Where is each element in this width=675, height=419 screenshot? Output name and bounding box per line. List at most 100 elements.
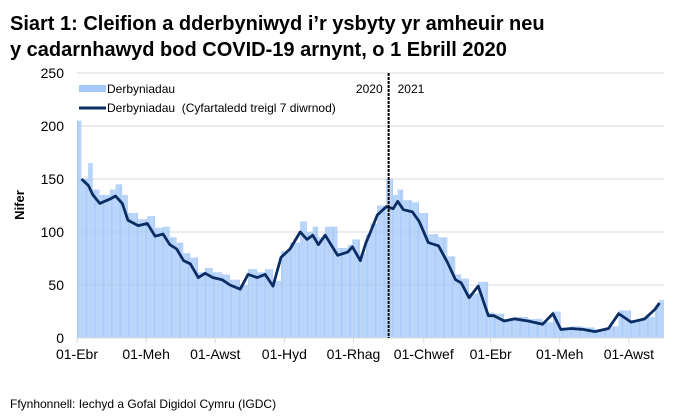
x-tick-label: 01-Meh — [536, 346, 583, 362]
bar — [440, 237, 442, 338]
bar — [602, 329, 604, 338]
bar — [345, 247, 347, 338]
bar — [224, 274, 226, 338]
bar — [251, 269, 253, 338]
bar — [195, 257, 197, 338]
year-label-left: 2020 — [356, 82, 383, 96]
bar — [156, 227, 158, 338]
bar — [82, 179, 84, 338]
bar — [559, 311, 561, 338]
bar — [529, 318, 531, 338]
bar — [151, 216, 153, 338]
bar — [657, 306, 659, 338]
bar — [635, 319, 637, 338]
bar — [78, 120, 80, 338]
bar — [271, 269, 273, 338]
bar — [372, 223, 374, 338]
bar — [126, 194, 128, 338]
bar — [533, 318, 535, 338]
bar — [141, 219, 143, 338]
bar — [617, 326, 619, 338]
bar — [360, 253, 362, 338]
bar — [426, 212, 427, 338]
bar — [361, 253, 363, 338]
bar — [214, 272, 216, 338]
bar — [359, 239, 361, 338]
bar — [634, 319, 636, 338]
bar — [248, 269, 250, 338]
bar — [106, 194, 108, 338]
bar — [256, 269, 257, 338]
bar — [115, 184, 117, 338]
bar — [431, 234, 433, 338]
bar — [95, 189, 97, 338]
bar — [351, 244, 353, 338]
bar — [528, 318, 529, 338]
bar — [615, 326, 617, 338]
bar — [537, 318, 538, 338]
bar — [508, 318, 510, 338]
bar — [235, 279, 237, 338]
bar — [450, 256, 452, 338]
bar — [520, 316, 521, 338]
bar — [623, 310, 625, 338]
bar — [565, 327, 567, 338]
bar — [208, 268, 210, 338]
bar — [616, 326, 618, 338]
bar — [98, 189, 100, 338]
bar — [146, 219, 148, 338]
bar — [337, 247, 339, 338]
bar — [367, 234, 368, 338]
bar — [378, 205, 380, 338]
bar — [625, 310, 627, 338]
chart-title-line2: y cadarnhawyd bod COVID-19 arnynt, o 1 E… — [10, 39, 507, 61]
bar — [580, 326, 582, 338]
bar — [500, 313, 502, 338]
bar — [439, 237, 441, 338]
bar — [269, 269, 271, 338]
bar — [99, 194, 101, 338]
bar — [165, 226, 167, 338]
bar — [129, 212, 131, 338]
bar — [381, 205, 383, 338]
bar — [364, 253, 366, 338]
bar — [273, 280, 274, 338]
bar — [545, 322, 546, 338]
bar — [608, 326, 610, 338]
bar — [412, 202, 414, 338]
bar — [276, 280, 278, 338]
bar — [415, 202, 417, 338]
bar — [600, 329, 602, 338]
bar — [479, 281, 481, 338]
bar — [643, 319, 645, 338]
bar — [509, 318, 511, 338]
bar — [371, 223, 373, 338]
bar — [618, 310, 620, 338]
bar — [385, 205, 387, 338]
bar — [607, 329, 609, 338]
bar — [515, 316, 517, 338]
bar — [470, 293, 472, 338]
bar — [411, 200, 413, 338]
bar — [178, 242, 180, 338]
bar — [658, 306, 660, 338]
bar — [290, 242, 291, 338]
bar — [542, 322, 544, 338]
bar — [288, 251, 290, 338]
bar — [474, 293, 476, 338]
bar — [491, 312, 493, 338]
bar — [307, 232, 308, 338]
bar — [257, 272, 259, 338]
bar — [242, 285, 244, 338]
bar — [139, 219, 141, 338]
bar — [653, 316, 655, 338]
bar — [376, 223, 378, 338]
legend: Derbyniadau Derbyniadau (Cyfartaledd tre… — [79, 82, 336, 115]
bar — [659, 299, 661, 338]
bar — [410, 200, 412, 338]
bar — [218, 272, 220, 338]
bar — [212, 272, 214, 338]
bar — [285, 251, 287, 338]
bar — [295, 242, 297, 338]
